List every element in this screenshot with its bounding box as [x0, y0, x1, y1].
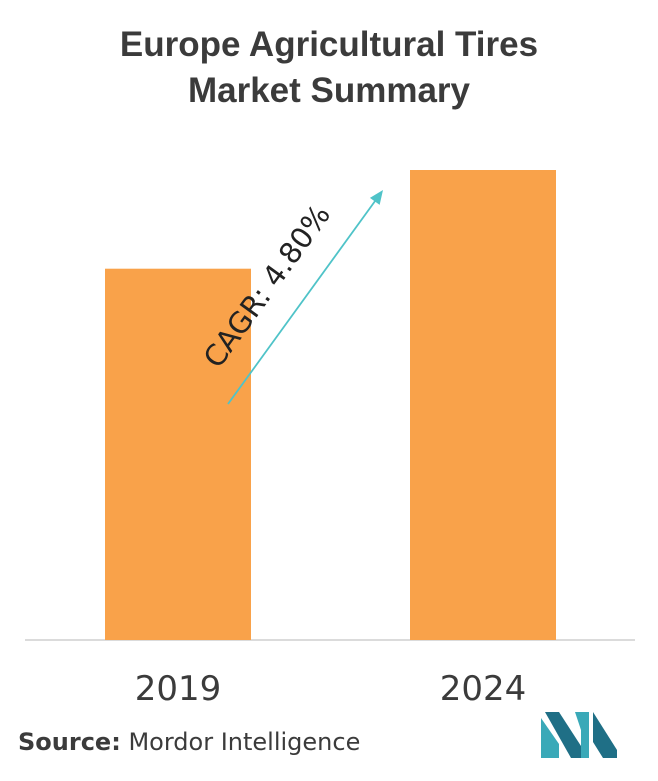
- source-label: Source:: [18, 728, 121, 756]
- source-credit: Source: Mordor Intelligence: [18, 728, 360, 756]
- x-tick-label-2024: 2024: [440, 669, 527, 709]
- x-tick-label-2019: 2019: [135, 669, 222, 709]
- cagr-arrow-head: [369, 190, 383, 205]
- bar-2024: [410, 170, 556, 640]
- chart-title: Europe Agricultural Tires Market Summary: [0, 22, 658, 114]
- bar-2019: [105, 268, 251, 640]
- chart-title-line-2: Market Summary: [187, 71, 471, 110]
- chart-title-line-1: Europe Agricultural Tires: [119, 25, 539, 64]
- cagr-arrow-line: [227, 196, 379, 405]
- source-value: Mordor Intelligence: [128, 728, 361, 756]
- mordor-intelligence-logo: [541, 712, 617, 758]
